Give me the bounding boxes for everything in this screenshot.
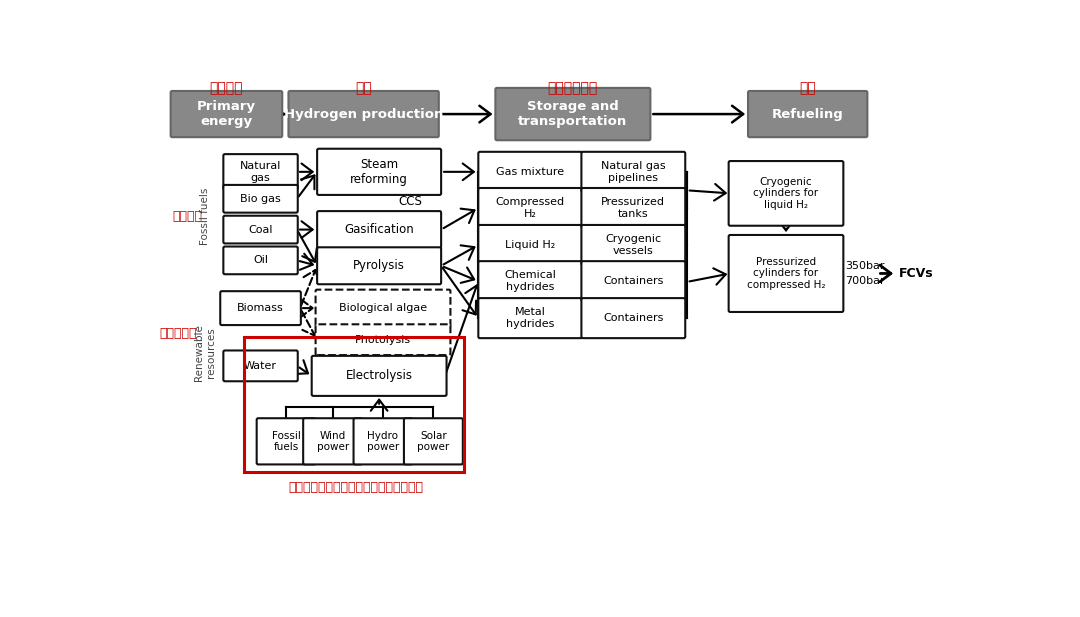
- Text: Biological algae: Biological algae: [339, 303, 427, 313]
- Text: Hydro
power: Hydro power: [367, 431, 400, 452]
- FancyBboxPatch shape: [224, 216, 298, 244]
- Text: Pyrolysis: Pyrolysis: [353, 259, 405, 272]
- FancyBboxPatch shape: [478, 152, 582, 192]
- FancyBboxPatch shape: [581, 225, 685, 265]
- FancyBboxPatch shape: [220, 291, 301, 325]
- Text: 产氢: 产氢: [355, 81, 372, 96]
- FancyBboxPatch shape: [318, 247, 441, 284]
- Text: Solar
power: Solar power: [417, 431, 449, 452]
- Text: Water: Water: [244, 361, 278, 371]
- FancyBboxPatch shape: [478, 225, 582, 265]
- FancyBboxPatch shape: [404, 418, 463, 465]
- Text: Photolysis: Photolysis: [355, 334, 411, 345]
- Text: Electrolysis: Electrolysis: [346, 370, 413, 383]
- FancyBboxPatch shape: [581, 298, 685, 338]
- Text: Biomass: Biomass: [238, 303, 284, 313]
- Text: Liquid H₂: Liquid H₂: [505, 240, 555, 250]
- Text: Coal: Coal: [248, 225, 273, 234]
- Text: 加氢: 加氢: [799, 81, 816, 96]
- Text: Primary
energy: Primary energy: [197, 100, 256, 128]
- Text: Containers: Containers: [603, 276, 663, 286]
- Text: Steam
reforming: Steam reforming: [350, 158, 408, 186]
- Text: Pressurized
cylinders for
compressed H₂: Pressurized cylinders for compressed H₂: [746, 257, 825, 290]
- FancyBboxPatch shape: [224, 154, 298, 189]
- FancyBboxPatch shape: [224, 350, 298, 381]
- FancyBboxPatch shape: [171, 91, 282, 137]
- FancyBboxPatch shape: [315, 325, 450, 355]
- Text: Metal
hydrides: Metal hydrides: [507, 307, 554, 329]
- Text: Cryogenic
vessels: Cryogenic vessels: [605, 234, 661, 256]
- Text: Fossil fuels: Fossil fuels: [200, 188, 210, 245]
- Text: Pressurized
tanks: Pressurized tanks: [602, 197, 665, 219]
- Text: Wind
power: Wind power: [316, 431, 349, 452]
- Text: Storage and
transportation: Storage and transportation: [518, 100, 627, 128]
- Text: Compressed
H₂: Compressed H₂: [496, 197, 565, 219]
- Text: 电解水的化石燃料、风能、水能、太阳能: 电解水的化石燃料、风能、水能、太阳能: [288, 481, 423, 494]
- Text: Chemical
hydrides: Chemical hydrides: [504, 270, 556, 292]
- Text: 可再生资源: 可再生资源: [159, 327, 197, 340]
- Text: Gas mixture: Gas mixture: [496, 167, 565, 177]
- Text: Cryogenic
cylinders for
liquid H₂: Cryogenic cylinders for liquid H₂: [754, 177, 819, 210]
- Text: Bio gas: Bio gas: [240, 194, 281, 204]
- FancyBboxPatch shape: [748, 91, 867, 137]
- FancyBboxPatch shape: [581, 261, 685, 301]
- Text: Gasification: Gasification: [345, 223, 414, 236]
- FancyBboxPatch shape: [729, 161, 843, 226]
- FancyBboxPatch shape: [312, 356, 446, 396]
- Text: FCVs: FCVs: [899, 267, 933, 280]
- FancyBboxPatch shape: [303, 418, 362, 465]
- Text: Renewable
resources: Renewable resources: [194, 325, 216, 381]
- FancyBboxPatch shape: [288, 91, 438, 137]
- Text: Oil: Oil: [253, 255, 268, 265]
- Text: 初级能源: 初级能源: [210, 81, 243, 96]
- FancyBboxPatch shape: [318, 149, 441, 195]
- Text: 700bar: 700bar: [845, 276, 885, 286]
- FancyBboxPatch shape: [315, 289, 450, 326]
- Text: Natural
gas: Natural gas: [240, 161, 281, 183]
- Text: 350bar: 350bar: [845, 261, 885, 271]
- Text: Refueling: Refueling: [772, 107, 843, 120]
- FancyBboxPatch shape: [478, 261, 582, 301]
- FancyBboxPatch shape: [353, 418, 413, 465]
- FancyBboxPatch shape: [257, 418, 315, 465]
- FancyBboxPatch shape: [729, 235, 843, 312]
- FancyBboxPatch shape: [496, 88, 650, 140]
- Text: Containers: Containers: [603, 313, 663, 323]
- Text: 化石燃料: 化石燃料: [172, 210, 202, 223]
- Text: CCS: CCS: [399, 194, 422, 207]
- FancyBboxPatch shape: [224, 247, 298, 274]
- Text: Natural gas
pipelines: Natural gas pipelines: [600, 161, 665, 183]
- FancyBboxPatch shape: [478, 298, 582, 338]
- Text: Hydrogen production: Hydrogen production: [284, 107, 443, 120]
- Text: Fossil
fuels: Fossil fuels: [272, 431, 300, 452]
- FancyBboxPatch shape: [318, 211, 441, 248]
- Text: 氢存储与运输: 氢存储与运输: [548, 81, 598, 96]
- FancyBboxPatch shape: [478, 188, 582, 228]
- FancyBboxPatch shape: [581, 152, 685, 192]
- FancyBboxPatch shape: [581, 188, 685, 228]
- FancyBboxPatch shape: [224, 185, 298, 213]
